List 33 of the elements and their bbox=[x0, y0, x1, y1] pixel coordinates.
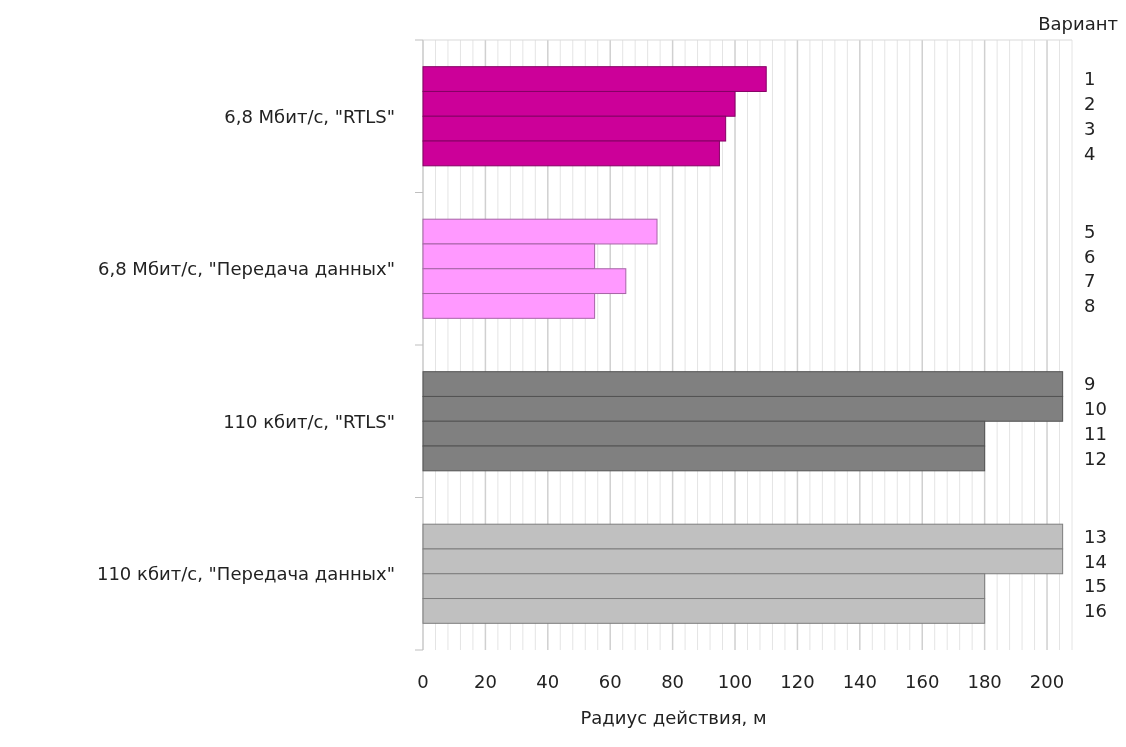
text: 110 кбит/с, "RTLS" bbox=[223, 410, 395, 432]
y-tick-label: 13 bbox=[1084, 525, 1107, 547]
y-tick-label: 9 bbox=[1084, 373, 1096, 395]
x-tick-label: 200 bbox=[1029, 671, 1065, 692]
y-tick-label: 11 bbox=[1084, 422, 1107, 444]
text: 110 кбит/с, "Передача данных" bbox=[96, 563, 395, 585]
x-tick-label: 180 bbox=[967, 671, 1002, 692]
x-tick-label: 0 bbox=[417, 671, 429, 692]
x-tick-label: 100 bbox=[717, 671, 753, 692]
y-tick-label: 6 bbox=[1084, 245, 1096, 267]
x-tick-label: 40 bbox=[536, 671, 560, 692]
x-tick-label: 140 bbox=[842, 671, 878, 692]
y-tick-label: 5 bbox=[1084, 220, 1096, 242]
y-tick-label: 8 bbox=[1084, 295, 1096, 317]
x-axis-title: Радиус действия, м bbox=[580, 707, 767, 728]
y-tick-label: 7 bbox=[1084, 270, 1096, 292]
x-tick-label: 60 bbox=[598, 671, 622, 692]
y-tick-label: 1 bbox=[1084, 68, 1096, 90]
y-tick-label: 2 bbox=[1084, 93, 1096, 115]
y-tick-label: 4 bbox=[1084, 142, 1096, 164]
text: 6,8 Мбит/с, "RTLS" bbox=[224, 105, 395, 127]
y-tick-label: 16 bbox=[1084, 600, 1107, 622]
y-tick-label: 10 bbox=[1084, 398, 1107, 420]
x-tick-label: 80 bbox=[661, 671, 685, 692]
y-tick-label: 3 bbox=[1084, 117, 1096, 139]
x-tick-label: 20 bbox=[473, 671, 497, 692]
x-tick-label: 160 bbox=[905, 671, 940, 692]
y-tick-label: 12 bbox=[1084, 447, 1107, 469]
y-tick-label: 14 bbox=[1084, 550, 1107, 572]
y-axis-title: Вариант bbox=[1038, 13, 1118, 34]
text: 6,8 Мбит/с, "Передача данных" bbox=[98, 258, 395, 280]
y-tick-label: 15 bbox=[1084, 575, 1107, 597]
x-tick-label: 120 bbox=[780, 671, 815, 692]
